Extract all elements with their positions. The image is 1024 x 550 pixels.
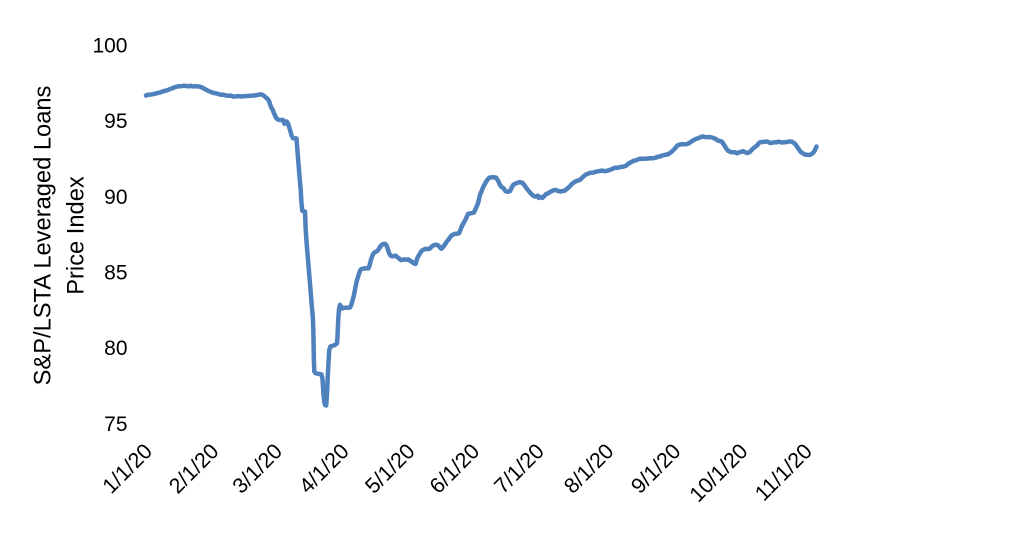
svg-text:95: 95 (104, 110, 127, 133)
svg-text:100: 100 (92, 34, 127, 57)
svg-text:75: 75 (104, 413, 127, 436)
svg-text:S&P/LSTA Leveraged Loans: S&P/LSTA Leveraged Loans (31, 86, 57, 386)
svg-text:85: 85 (104, 262, 127, 285)
svg-text:Price Index: Price Index (64, 176, 90, 295)
svg-text:80: 80 (104, 337, 127, 360)
svg-text:90: 90 (104, 186, 127, 209)
